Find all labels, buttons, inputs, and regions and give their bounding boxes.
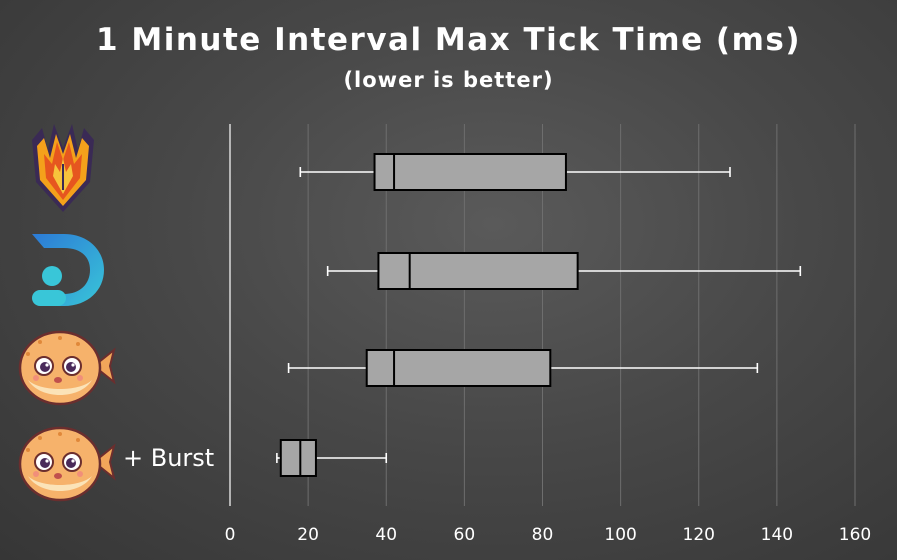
x-tick-label: 100	[604, 525, 636, 545]
x-tick-label: 160	[839, 525, 871, 545]
series-label-burst: + Burst	[123, 444, 215, 472]
box-iqr	[365, 349, 552, 387]
chart-subtitle: (lower is better)	[343, 68, 554, 92]
x-tick-label: 60	[454, 525, 476, 545]
box-iqr	[373, 153, 567, 191]
pufferfish-d-icon	[30, 232, 106, 308]
x-tick-label: 140	[761, 525, 793, 545]
x-tick-label: 0	[225, 525, 236, 545]
box-iqr	[377, 252, 579, 290]
chart-title: 1 Minute Interval Max Tick Time (ms)	[96, 22, 801, 58]
box-iqr	[279, 439, 317, 477]
x-tick-label: 80	[532, 525, 554, 545]
purpur-flame-icon	[26, 120, 100, 214]
x-tick-label: 20	[297, 525, 319, 545]
pufferfish-icon	[14, 422, 118, 504]
pufferfish-icon	[14, 326, 118, 408]
x-tick-label: 40	[375, 525, 397, 545]
x-tick-label: 120	[683, 525, 715, 545]
